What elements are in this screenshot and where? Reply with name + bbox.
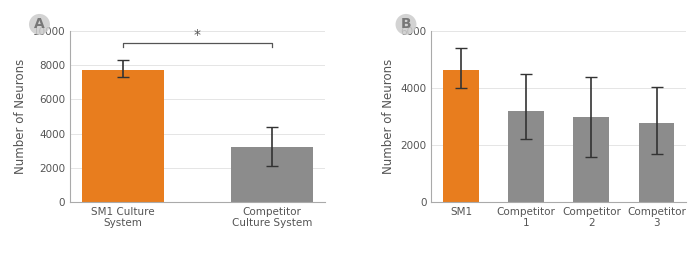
Bar bbox=[231, 147, 313, 202]
Text: A: A bbox=[34, 17, 45, 31]
Text: *: * bbox=[194, 28, 201, 42]
Bar bbox=[573, 117, 609, 202]
Bar bbox=[443, 70, 479, 202]
Bar bbox=[82, 70, 164, 202]
Y-axis label: Number of Neurons: Number of Neurons bbox=[382, 59, 395, 174]
Bar bbox=[638, 123, 674, 202]
Bar bbox=[508, 111, 544, 202]
Y-axis label: Number of Neurons: Number of Neurons bbox=[14, 59, 27, 174]
Text: B: B bbox=[400, 17, 412, 31]
